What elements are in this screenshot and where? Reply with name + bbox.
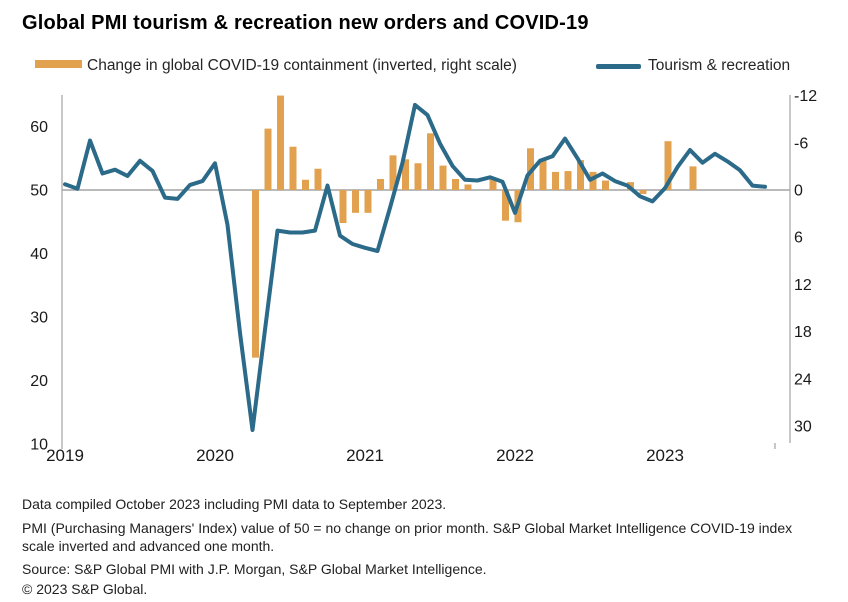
covid-containment-bar: [402, 159, 409, 190]
right-axis-tick-label: 30: [794, 419, 812, 436]
footnote-pmi-definition: PMI (Purchasing Managers' Index) value o…: [22, 520, 793, 554]
right-axis-tick-label: 24: [794, 371, 812, 388]
covid-containment-bar: [289, 146, 297, 190]
covid-containment-bar: [539, 158, 547, 190]
covid-containment-bar: [427, 133, 434, 190]
x-axis-year-label: 2019: [46, 446, 84, 465]
right-axis-tick-label: 0: [794, 183, 803, 200]
covid-containment-bar: [339, 190, 347, 224]
covid-containment-bar: [589, 171, 597, 190]
legend-bar-swatch-icon: [35, 60, 82, 68]
covid-containment-bar: [314, 168, 322, 190]
left-axis-tick-label: 10: [30, 437, 48, 454]
right-axis-tick-label: 12: [794, 277, 812, 294]
covid-containment-bar: [264, 128, 272, 190]
covid-containment-bar: [364, 190, 372, 213]
covid-containment-bar: [352, 190, 359, 213]
footnote-copyright: © 2023 S&P Global.: [22, 581, 148, 597]
legend: Change in global COVID-19 containment (i…: [0, 0, 848, 80]
covid-containment-bar: [377, 178, 384, 190]
legend-bar-label: Change in global COVID-19 containment (i…: [87, 57, 517, 74]
legend-line-label: Tourism & recreation: [648, 57, 791, 74]
tourism-recreation-line: [63, 102, 767, 432]
covid-containment-bar: [252, 190, 259, 358]
covid-containment-bar: [277, 95, 284, 190]
covid-containment-bar: [414, 163, 422, 190]
covid-containment-bar: [389, 155, 397, 190]
left-axis-tick-label: 40: [30, 246, 48, 263]
covid-containment-bar: [664, 141, 672, 190]
legend-line-swatch-icon: [596, 64, 641, 69]
covid-containment-bar: [602, 180, 609, 190]
covid-containment-bar: [552, 171, 559, 190]
left-axis-tick-label: 20: [30, 373, 48, 390]
combo-chart: 60 50 40 30 20 10 -12 -6 0 6 12 18 24 30 2019 2020 2021 2…: [30, 88, 817, 465]
x-axis-year-label: 2020: [196, 446, 234, 465]
footnote-source: Source: S&P Global PMI with J.P. Morgan,…: [22, 561, 487, 577]
right-axis-tick-label: -6: [794, 135, 808, 152]
x-axis-year-label: 2022: [496, 446, 534, 465]
covid-containment-bar: [302, 179, 309, 190]
left-axis-tick-label: 30: [30, 310, 48, 327]
chart-title: Global PMI tourism & recreation new orde…: [22, 12, 589, 34]
covid-containment-bar: [564, 171, 572, 190]
right-axis-tick-label: 6: [794, 230, 803, 247]
left-axis-tick-label: 50: [30, 183, 48, 200]
covid-containment-bar: [577, 160, 584, 190]
covid-containment-bar: [464, 184, 472, 190]
right-axis-tick-label: -12: [794, 88, 817, 105]
covid-containment-bar: [639, 190, 647, 194]
footnotes: Data compiled October 2023 including PMI…: [22, 495, 814, 598]
covid-containment-bar: [489, 178, 497, 190]
left-axis-tick-label: 60: [30, 119, 48, 136]
right-axis-tick-label: 18: [794, 324, 812, 341]
covid-containment-bar: [452, 178, 459, 190]
x-axis-year-label: 2021: [346, 446, 384, 465]
covid-containment-bar: [689, 166, 697, 190]
footnote-data-compiled: Data compiled October 2023 including PMI…: [22, 496, 447, 512]
covid-containment-bar: [439, 165, 447, 190]
x-axis-year-label: 2023: [646, 446, 684, 465]
covid-containment-bar: [502, 190, 509, 221]
